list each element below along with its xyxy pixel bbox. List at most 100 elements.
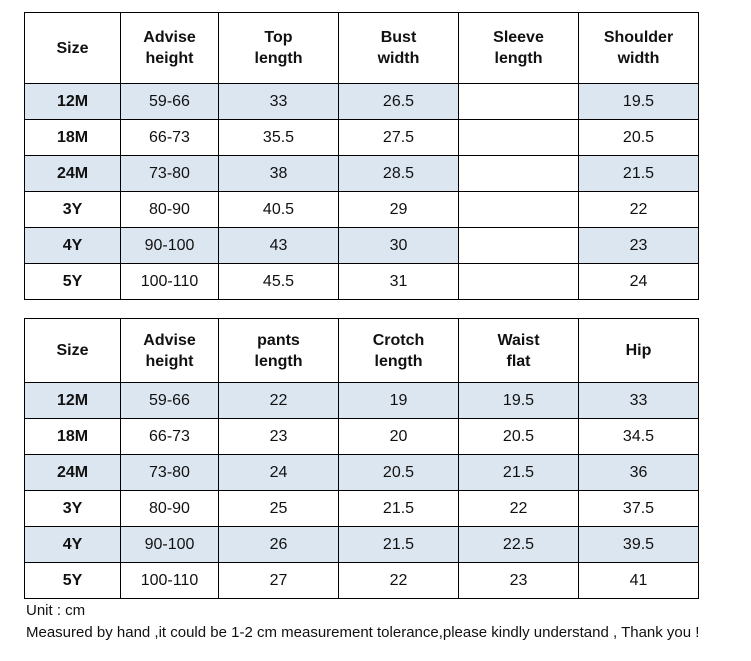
top-value-cell: 59-66 bbox=[120, 83, 219, 120]
top-header-cell: Bust width bbox=[338, 12, 459, 84]
bottom-size-cell: 5Y bbox=[24, 562, 121, 599]
bottom-header-text: flat bbox=[506, 352, 531, 370]
bottom-header-text: Waist bbox=[497, 331, 540, 349]
top-size-cell: 4Y bbox=[24, 227, 121, 264]
top-header-cell: Top length bbox=[218, 12, 339, 84]
bottom-value-cell: 20.5 bbox=[338, 454, 459, 491]
top-value-cell: 23 bbox=[578, 227, 699, 264]
top-header-text: Shoulder bbox=[603, 29, 674, 46]
bottom-value-cell: 37.5 bbox=[578, 490, 699, 527]
bottom-header-text: Crotch bbox=[372, 331, 425, 349]
top-header-text: width bbox=[617, 50, 660, 67]
top-value-cell: 29 bbox=[338, 191, 459, 228]
top-header-cell: Size bbox=[24, 12, 121, 84]
top-header-cell: Sleeve length bbox=[458, 12, 579, 84]
bottom-value-cell: 19 bbox=[338, 382, 459, 419]
top-header-text: Advise bbox=[143, 29, 196, 46]
bottom-header-text: Advise bbox=[143, 331, 196, 349]
top-value-cell: 66-73 bbox=[120, 119, 219, 156]
bottom-table-row: 24M 73-80 24 20.5 21.5 36 bbox=[24, 454, 699, 491]
bottom-value-cell: 100-110 bbox=[120, 562, 219, 599]
bottom-value-cell: 22 bbox=[338, 562, 459, 599]
top-value-cell bbox=[458, 263, 579, 300]
bottom-value-cell: 20 bbox=[338, 418, 459, 455]
bottom-value-cell: 23 bbox=[218, 418, 339, 455]
bottom-size-cell: 18M bbox=[24, 418, 121, 455]
bottom-size-cell: 12M bbox=[24, 382, 121, 419]
bottom-header-text: height bbox=[145, 352, 194, 370]
bottom-table-row: 3Y 80-90 25 21.5 22 37.5 bbox=[24, 490, 699, 527]
bottom-header-text: length bbox=[374, 352, 423, 370]
bottom-size-cell: 4Y bbox=[24, 526, 121, 563]
top-value-cell: 100-110 bbox=[120, 263, 219, 300]
top-table-row: 12M 59-66 33 26.5 19.5 bbox=[24, 83, 699, 120]
bottom-header-cell: Size bbox=[24, 318, 121, 383]
top-header-text: Sleeve bbox=[493, 29, 544, 46]
top-value-cell: 22 bbox=[578, 191, 699, 228]
bottom-header-text: Hip bbox=[625, 342, 652, 359]
bottom-value-cell: 21.5 bbox=[338, 490, 459, 527]
top-value-cell bbox=[458, 119, 579, 156]
top-value-cell: 73-80 bbox=[120, 155, 219, 192]
bottom-value-cell: 26 bbox=[218, 526, 339, 563]
top-table-row: 3Y 80-90 40.5 29 22 bbox=[24, 191, 699, 228]
top-value-cell: 43 bbox=[218, 227, 339, 264]
bottom-value-cell: 22 bbox=[458, 490, 579, 527]
top-header-text: Size bbox=[56, 39, 89, 57]
bottom-header-text: pants bbox=[257, 331, 300, 349]
bottom-value-cell: 41 bbox=[578, 562, 699, 599]
bottom-value-cell: 23 bbox=[458, 562, 579, 599]
top-value-cell: 27.5 bbox=[338, 119, 459, 156]
top-value-cell bbox=[458, 83, 579, 120]
top-value-cell: 24 bbox=[578, 263, 699, 300]
bottom-value-cell: 22.5 bbox=[458, 526, 579, 563]
bottom-value-cell: 59-66 bbox=[120, 382, 219, 419]
bottom-header-cell: pants length bbox=[218, 318, 339, 383]
bottom-size-table: Size Advise height pants length Crotch length W… bbox=[24, 318, 699, 599]
bottom-table-header-row: Size Advise height pants length Crotch length W… bbox=[24, 318, 699, 383]
unit-note: Unit : cm bbox=[26, 602, 86, 619]
top-header-text: width bbox=[377, 50, 420, 67]
top-table-header-row: Size Advise height Top length Bust width Sleeve… bbox=[24, 12, 699, 84]
top-value-cell: 28.5 bbox=[338, 155, 459, 192]
top-value-cell bbox=[458, 191, 579, 228]
bottom-header-cell: Hip bbox=[578, 318, 699, 383]
top-value-cell: 21.5 bbox=[578, 155, 699, 192]
top-value-cell bbox=[458, 155, 579, 192]
bottom-value-cell: 24 bbox=[218, 454, 339, 491]
top-size-table: Size Advise height Top length Bust width Sleeve… bbox=[24, 12, 699, 300]
top-value-cell: 33 bbox=[218, 83, 339, 120]
bottom-size-cell: 24M bbox=[24, 454, 121, 491]
bottom-value-cell: 33 bbox=[578, 382, 699, 419]
bottom-value-cell: 73-80 bbox=[120, 454, 219, 491]
bottom-value-cell: 21.5 bbox=[458, 454, 579, 491]
top-value-cell bbox=[458, 227, 579, 264]
top-value-cell: 40.5 bbox=[218, 191, 339, 228]
bottom-value-cell: 36 bbox=[578, 454, 699, 491]
top-table-row: 18M 66-73 35.5 27.5 20.5 bbox=[24, 119, 699, 156]
bottom-value-cell: 34.5 bbox=[578, 418, 699, 455]
top-size-cell: 12M bbox=[24, 83, 121, 120]
top-size-cell: 24M bbox=[24, 155, 121, 192]
top-value-cell: 80-90 bbox=[120, 191, 219, 228]
top-size-cell: 3Y bbox=[24, 191, 121, 228]
bottom-header-text: Size bbox=[56, 342, 89, 359]
top-value-cell: 20.5 bbox=[578, 119, 699, 156]
bottom-value-cell: 22 bbox=[218, 382, 339, 419]
top-table-row: 4Y 90-100 43 30 23 bbox=[24, 227, 699, 264]
top-value-cell: 35.5 bbox=[218, 119, 339, 156]
top-header-cell: Advise height bbox=[120, 12, 219, 84]
bottom-table-row: 5Y 100-110 27 22 23 41 bbox=[24, 562, 699, 599]
top-size-cell: 5Y bbox=[24, 263, 121, 300]
bottom-value-cell: 20.5 bbox=[458, 418, 579, 455]
bottom-header-cell: Waist flat bbox=[458, 318, 579, 383]
top-header-text: Bust bbox=[380, 29, 417, 46]
top-value-cell: 26.5 bbox=[338, 83, 459, 120]
top-header-text: height bbox=[145, 50, 194, 67]
bottom-value-cell: 90-100 bbox=[120, 526, 219, 563]
bottom-table-row: 18M 66-73 23 20 20.5 34.5 bbox=[24, 418, 699, 455]
bottom-value-cell: 19.5 bbox=[458, 382, 579, 419]
bottom-value-cell: 27 bbox=[218, 562, 339, 599]
top-value-cell: 30 bbox=[338, 227, 459, 264]
bottom-value-cell: 39.5 bbox=[578, 526, 699, 563]
